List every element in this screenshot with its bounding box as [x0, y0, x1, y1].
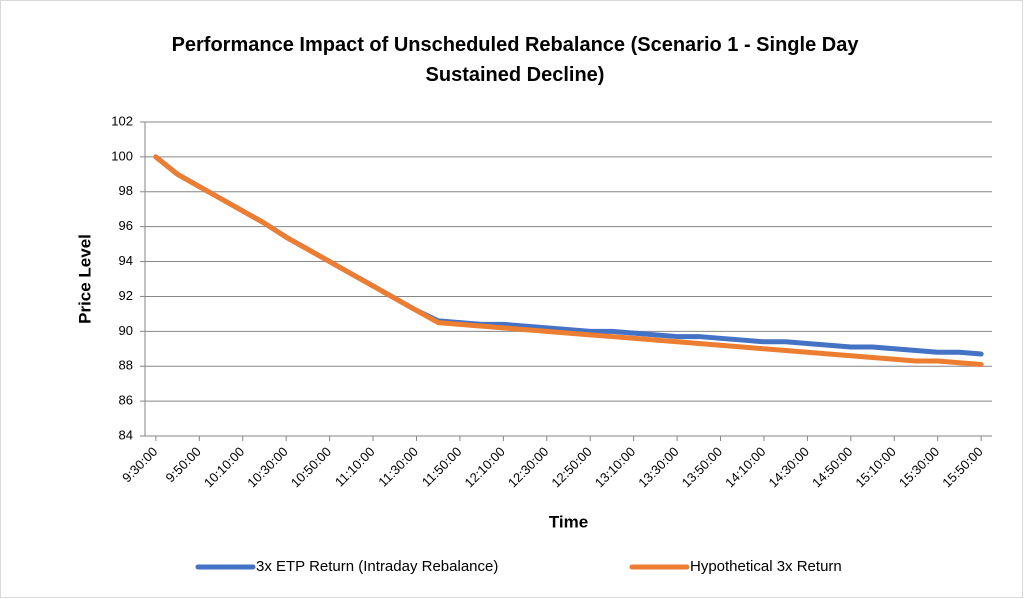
- y-tick-label: 88: [119, 358, 133, 373]
- y-tick-label: 102: [111, 113, 133, 128]
- y-tick-label: 98: [119, 183, 133, 198]
- series-line: [153, 154, 984, 367]
- legend-label: 3x ETP Return (Intraday Rebalance): [256, 558, 498, 575]
- y-tick-label: 90: [119, 323, 133, 338]
- y-tick-label: 96: [119, 218, 133, 233]
- y-tick-label: 86: [119, 393, 133, 408]
- y-tick-label: 92: [119, 288, 133, 303]
- chart-title: Performance Impact of Unscheduled Rebala…: [171, 34, 859, 86]
- y-tick-label: 100: [111, 148, 133, 163]
- y-tick-label: 84: [119, 427, 133, 442]
- legend-label: Hypothetical 3x Return: [690, 558, 842, 575]
- y-tick-label: 94: [119, 253, 133, 268]
- y-axis-title: Price Level: [75, 234, 94, 324]
- x-axis-title: Time: [549, 512, 588, 531]
